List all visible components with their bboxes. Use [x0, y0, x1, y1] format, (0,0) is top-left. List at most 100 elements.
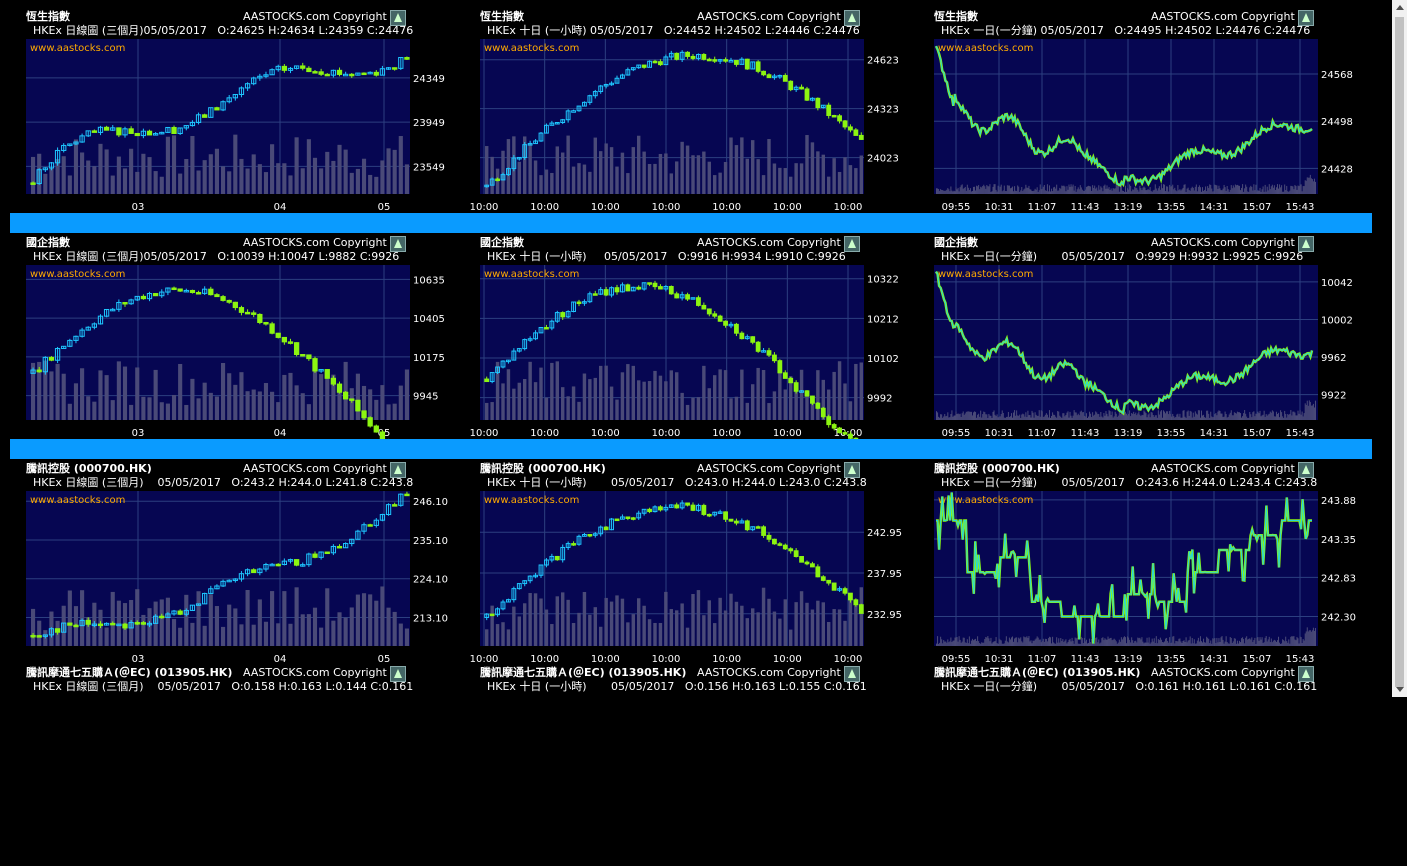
- volume-bar: [1233, 412, 1235, 420]
- volume-bar: [1037, 637, 1039, 646]
- volume-bar: [1077, 187, 1079, 194]
- volume-bar: [1045, 413, 1047, 420]
- x-tick-label: 14:31: [1200, 202, 1229, 213]
- volume-bar: [306, 404, 311, 420]
- volume-bar: [196, 170, 201, 194]
- volume-bar: [1040, 189, 1042, 194]
- volume-bar: [981, 417, 983, 420]
- volume-bar: [1094, 185, 1096, 194]
- volume-bar: [1139, 414, 1141, 420]
- volume-bar: [1170, 413, 1172, 420]
- candle-body: [318, 369, 324, 372]
- volume-bar: [990, 415, 992, 420]
- candle-body: [214, 107, 220, 111]
- volume-bar: [1313, 178, 1315, 194]
- volume-bar: [1104, 184, 1106, 194]
- volume-bar: [1207, 637, 1209, 646]
- volume-bar: [1003, 417, 1005, 420]
- volume-bar: [1048, 636, 1050, 646]
- x-tick-label: 09:55: [942, 428, 971, 439]
- volume-bar: [996, 643, 998, 646]
- volume-bar: [1152, 641, 1154, 646]
- volume-bar: [523, 603, 527, 646]
- candle-body: [636, 512, 642, 519]
- volume-bar: [979, 416, 981, 420]
- volume-bar: [398, 385, 403, 420]
- candle-body: [484, 378, 490, 383]
- volume-bar: [1258, 190, 1260, 194]
- volume-bar: [282, 163, 287, 194]
- candle-body: [587, 95, 593, 103]
- volume-bar: [1230, 637, 1232, 646]
- candle-body: [712, 313, 718, 317]
- candle-body: [576, 301, 582, 305]
- chart-panel: 騰訊控股 (000700.HK) AASTOCKS.com Copyright ©…: [934, 462, 1358, 665]
- volume-bar: [1252, 190, 1254, 194]
- volume-bar: [1235, 185, 1237, 194]
- volume-bar: [1190, 188, 1192, 194]
- volume-bar: [566, 135, 570, 194]
- volume-bar: [263, 383, 269, 420]
- volume-bar: [1101, 416, 1103, 420]
- volume-bar: [1291, 185, 1293, 194]
- volume-bar: [1035, 638, 1037, 646]
- scroll-up-arrow-icon[interactable]: [1396, 5, 1404, 10]
- volume-bar: [1241, 417, 1243, 420]
- volume-bar: [1133, 189, 1135, 194]
- volume-bar: [1123, 636, 1125, 646]
- volume-bar: [1079, 411, 1081, 420]
- volume-bar: [988, 186, 990, 194]
- volume-bar: [1053, 187, 1055, 194]
- volume-bar: [975, 638, 977, 646]
- volume-bar: [805, 135, 809, 194]
- volume-bar: [1225, 190, 1227, 194]
- volume-bar: [1108, 410, 1110, 420]
- candle-body: [614, 77, 620, 84]
- volume-bar: [214, 148, 219, 194]
- volume-bar: [940, 189, 942, 194]
- candle-body: [625, 284, 631, 292]
- volume-bar: [1102, 637, 1104, 646]
- candle-body: [739, 332, 745, 340]
- vertical-scrollbar[interactable]: [1392, 0, 1407, 697]
- volume-bar: [374, 600, 379, 646]
- volume-bar: [1081, 189, 1083, 194]
- volume-bar: [1004, 190, 1006, 194]
- volume-bar: [1025, 412, 1027, 420]
- volume-bar: [1021, 641, 1023, 646]
- volume-bar: [969, 411, 971, 420]
- volume-bar: [1235, 413, 1237, 420]
- volume-bar: [1274, 189, 1276, 194]
- volume-bar: [1107, 188, 1109, 194]
- x-tick-label: 03: [132, 202, 145, 213]
- volume-bar: [821, 154, 825, 194]
- volume-bar: [374, 176, 379, 194]
- volume-bar: [355, 594, 360, 646]
- volume-bar: [1161, 417, 1163, 420]
- volume-bar: [1276, 413, 1278, 420]
- volume-bar: [1233, 638, 1235, 646]
- volume-bar: [1009, 188, 1011, 194]
- volume-bar: [1243, 639, 1245, 646]
- volume-bar: [1076, 189, 1078, 194]
- volume-bar: [631, 147, 635, 194]
- scrollbar-thumb[interactable]: [1395, 17, 1404, 687]
- volume-bar: [1119, 413, 1121, 420]
- candle-body: [799, 390, 804, 393]
- volume-bar: [794, 387, 798, 420]
- candle-body: [232, 93, 238, 99]
- scroll-down-arrow-icon[interactable]: [1396, 687, 1404, 692]
- volume-bar: [1063, 642, 1065, 646]
- volume-bar: [1139, 637, 1141, 646]
- candle-body: [263, 74, 269, 77]
- volume-bar: [1123, 191, 1125, 194]
- volume-bar: [233, 384, 238, 420]
- volume-bar: [996, 191, 998, 194]
- volume-bar: [1219, 188, 1221, 194]
- volume-bar: [756, 612, 760, 646]
- volume-bar: [1264, 184, 1266, 194]
- volume-bar: [1172, 413, 1174, 420]
- candle-body: [355, 530, 361, 540]
- volume-bar: [1093, 415, 1095, 420]
- volume-bar: [745, 618, 749, 646]
